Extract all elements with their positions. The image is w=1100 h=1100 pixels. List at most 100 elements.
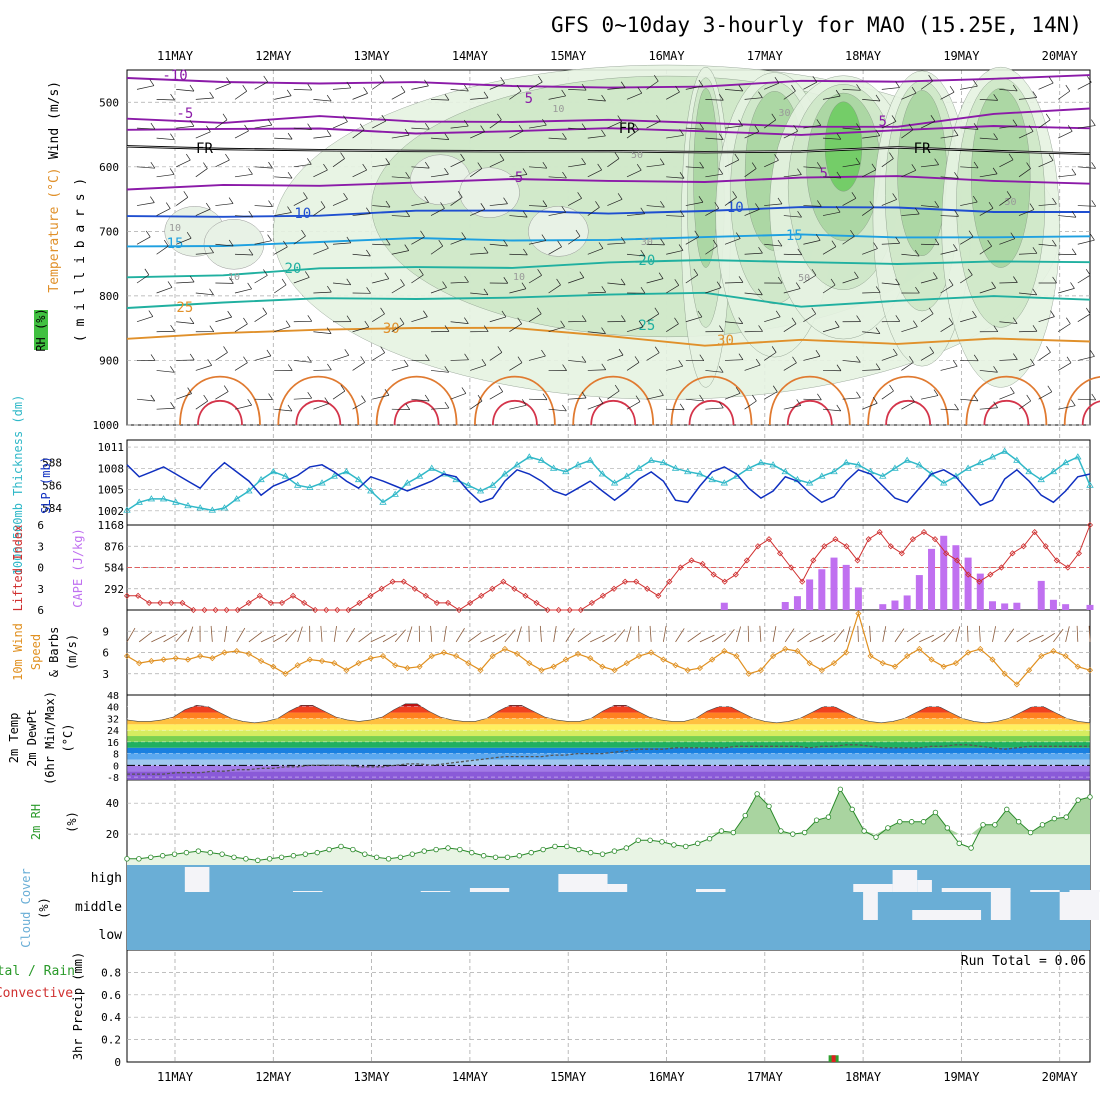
wind-barb xyxy=(1071,168,1077,176)
wind-barb xyxy=(993,401,998,408)
cape-bar xyxy=(988,601,996,610)
wind-barb xyxy=(528,398,547,401)
wind-barb xyxy=(634,356,640,363)
wind-barb xyxy=(170,133,175,140)
wind-barb xyxy=(822,246,837,255)
thickness-series-point xyxy=(391,490,399,497)
wind-barb xyxy=(176,89,195,92)
wind-barb xyxy=(411,85,429,90)
wind-barb xyxy=(287,171,293,179)
wind-barb xyxy=(815,234,821,241)
wind-speed-point xyxy=(148,657,155,665)
wind-barb xyxy=(1018,97,1037,100)
wind-barb xyxy=(738,276,744,283)
wind-barb xyxy=(562,404,567,412)
wind-barb xyxy=(666,408,685,411)
temperature-contour xyxy=(126,326,1091,347)
wind-barb xyxy=(560,320,565,328)
lifted-index-point xyxy=(555,606,562,614)
rh-point xyxy=(718,828,725,834)
cloud-block-middle xyxy=(1059,892,1100,920)
wind-barb xyxy=(842,277,859,284)
wind-speed-point xyxy=(587,655,594,662)
wind-speed-point xyxy=(136,660,143,667)
wind-barb xyxy=(187,387,192,394)
wind-barb xyxy=(881,121,897,129)
wind-barb xyxy=(614,384,620,392)
wind-barb xyxy=(366,249,371,257)
wind-barb xyxy=(674,279,680,286)
wind-barb xyxy=(881,158,894,168)
wind-barb xyxy=(262,307,268,314)
wind-barb xyxy=(523,248,528,256)
rh-point xyxy=(124,856,130,862)
wind-barb xyxy=(548,137,567,140)
wind-barb-10m xyxy=(236,627,246,643)
wind-barb xyxy=(372,278,389,284)
temperature-contour xyxy=(670,375,753,426)
wind-barb xyxy=(411,202,429,206)
wind-barb xyxy=(189,317,195,324)
wind-barb xyxy=(915,286,920,294)
wind-barb xyxy=(948,279,954,286)
wind-barb xyxy=(400,279,405,286)
wind-barb xyxy=(777,239,783,247)
wind-barb xyxy=(327,285,332,293)
thickness-series-point xyxy=(1086,481,1094,488)
temp-band xyxy=(127,753,1090,760)
lifted-index-point xyxy=(987,571,994,578)
wind-barb xyxy=(732,191,737,198)
wind-barb xyxy=(411,236,425,245)
temperature-contour xyxy=(393,400,440,426)
wind-speed-point xyxy=(1025,667,1033,674)
wind-barb xyxy=(674,317,679,325)
wind-barb xyxy=(979,370,998,373)
wind-barb xyxy=(803,240,821,245)
rh-point xyxy=(671,842,677,848)
li-tick: 3 xyxy=(37,540,44,553)
wind-barb-10m xyxy=(687,632,702,643)
wind-barb xyxy=(243,317,248,325)
wind-barb xyxy=(764,352,777,361)
cloud-block-high xyxy=(420,891,451,892)
wind-barb xyxy=(440,202,445,209)
cloud-block-high xyxy=(853,884,893,892)
wind-barb xyxy=(404,244,410,251)
rh-label: 2m RH xyxy=(29,804,43,840)
rh-point xyxy=(873,834,879,840)
cloud-block-high xyxy=(695,889,726,892)
wind-barb xyxy=(758,288,763,296)
wind-speed-point xyxy=(733,652,740,660)
wind-barb xyxy=(287,132,293,140)
wind-barb-10m xyxy=(1088,625,1091,642)
wind-barb xyxy=(372,352,385,361)
thickness-series-point xyxy=(123,506,131,513)
wind-barb xyxy=(561,206,567,213)
contour-label: 5 xyxy=(525,91,533,107)
lifted-index-point xyxy=(223,606,230,614)
wind-barb xyxy=(920,395,939,400)
wind-barb xyxy=(1012,317,1018,324)
wind-barb-10m xyxy=(759,625,762,642)
wind-barb xyxy=(803,313,816,323)
wind-barb xyxy=(450,89,469,92)
lifted-index-point xyxy=(599,592,607,599)
wind-barb xyxy=(167,281,173,288)
lifted-index-point xyxy=(998,564,1005,571)
rh-2m-panel xyxy=(124,786,1093,865)
lifted-index-point xyxy=(179,599,186,606)
wind-barb xyxy=(1058,174,1076,178)
wind-barb xyxy=(698,79,704,87)
cloud-block-middle xyxy=(863,890,878,920)
lifted-index-point xyxy=(234,606,241,614)
temp-label: (6hr Min/Max) xyxy=(43,691,57,785)
wind-barb xyxy=(1028,125,1034,132)
wind-barb xyxy=(626,129,639,139)
lifted-index-point xyxy=(135,592,142,599)
temp-label: 2m DewPt xyxy=(25,709,39,767)
wind-barb xyxy=(830,278,836,286)
thickness-series-point xyxy=(330,472,338,479)
wind-barb xyxy=(862,248,878,255)
wind-barb xyxy=(842,127,861,130)
wind-barb xyxy=(960,316,977,323)
